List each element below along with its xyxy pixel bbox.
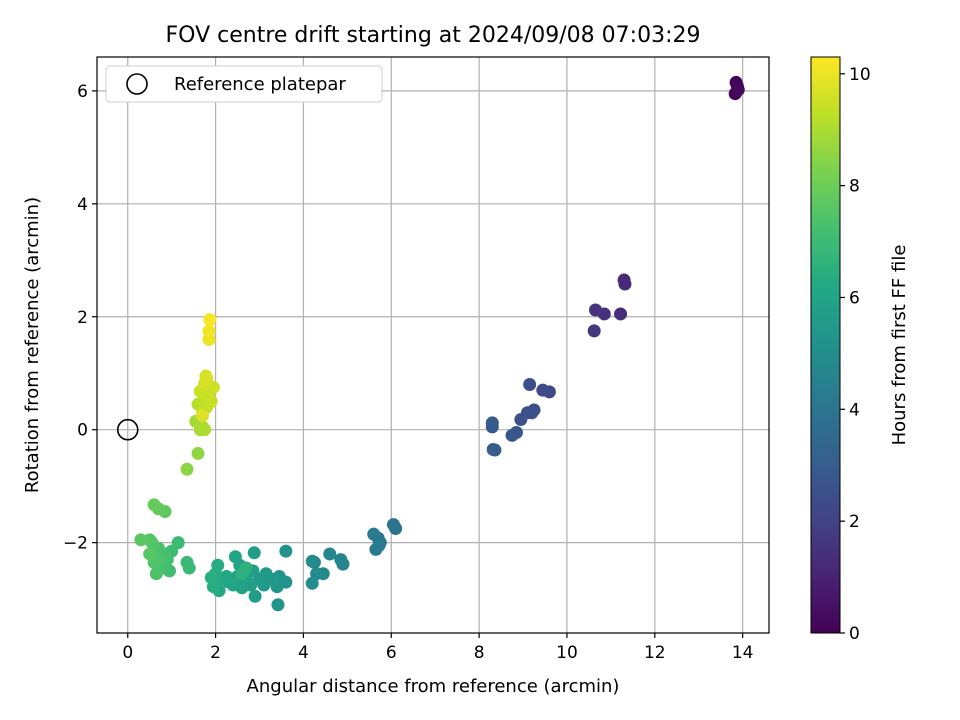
data-point bbox=[149, 567, 163, 581]
y-axis: −2 0 2 4 6 bbox=[63, 82, 97, 554]
data-point bbox=[195, 409, 209, 423]
data-point bbox=[147, 498, 161, 512]
data-point bbox=[386, 518, 400, 532]
data-point bbox=[202, 324, 216, 338]
data-point bbox=[536, 383, 550, 397]
data-point bbox=[239, 561, 253, 575]
data-point bbox=[180, 555, 194, 569]
data-point bbox=[334, 553, 348, 567]
colorbar-tick-label: 0 bbox=[849, 624, 860, 644]
legend: Reference platepar bbox=[105, 65, 383, 103]
x-tick-label: 4 bbox=[298, 643, 309, 663]
data-point bbox=[731, 83, 745, 97]
data-point bbox=[204, 571, 218, 585]
data-point bbox=[200, 372, 214, 386]
data-point bbox=[323, 547, 337, 561]
data-point bbox=[247, 546, 261, 560]
x-tick-label: 6 bbox=[386, 643, 397, 663]
data-point bbox=[367, 527, 381, 541]
x-tick-label: 8 bbox=[474, 643, 485, 663]
data-point bbox=[305, 554, 319, 568]
data-point bbox=[279, 544, 293, 558]
y-tick-label: −2 bbox=[63, 534, 88, 554]
colorbar-gradient bbox=[810, 56, 841, 634]
data-point bbox=[271, 598, 285, 612]
y-tick-label: 6 bbox=[77, 82, 88, 102]
grid bbox=[97, 57, 769, 633]
colorbar-label: Hours from first FF file bbox=[889, 245, 910, 446]
data-points bbox=[134, 75, 745, 612]
x-tick-label: 10 bbox=[556, 643, 578, 663]
x-tick-label: 14 bbox=[732, 643, 754, 663]
data-point bbox=[228, 550, 242, 564]
chart-title: FOV centre drift starting at 2024/09/08 … bbox=[166, 23, 701, 48]
data-point bbox=[134, 533, 148, 547]
data-point bbox=[305, 576, 319, 590]
colorbar-tick-label: 6 bbox=[849, 288, 860, 308]
data-point bbox=[587, 324, 601, 338]
y-tick-label: 0 bbox=[77, 421, 88, 441]
data-point bbox=[523, 378, 537, 392]
y-axis-label: Rotation from reference (arcmin) bbox=[22, 197, 43, 493]
legend-box bbox=[105, 65, 383, 103]
data-point bbox=[191, 446, 205, 460]
data-point bbox=[614, 307, 628, 321]
x-axis-label: Angular distance from reference (arcmin) bbox=[247, 676, 620, 697]
y-tick-label: 4 bbox=[77, 195, 88, 215]
x-axis: 0 2 4 6 8 10 12 14 bbox=[122, 633, 753, 663]
colorbar-ticks: 0 2 4 6 8 10 bbox=[840, 65, 871, 644]
legend-entry-label: Reference platepar bbox=[174, 74, 346, 95]
colorbar-tick-label: 10 bbox=[849, 65, 871, 85]
legend-open-circle-icon bbox=[126, 73, 148, 95]
colorbar-tick-label: 2 bbox=[849, 512, 860, 532]
colorbar-tick-label: 8 bbox=[849, 177, 860, 197]
data-point bbox=[203, 313, 217, 327]
colorbar-tick-label: 4 bbox=[849, 400, 860, 420]
data-point bbox=[204, 394, 218, 408]
data-point bbox=[485, 420, 499, 434]
data-point bbox=[589, 303, 603, 317]
plot-area-frame bbox=[96, 56, 770, 634]
data-point bbox=[180, 462, 194, 476]
y-tick-label: 2 bbox=[77, 308, 88, 328]
x-tick-label: 0 bbox=[122, 643, 133, 663]
data-point bbox=[618, 277, 632, 291]
x-tick-label: 12 bbox=[644, 643, 666, 663]
data-point bbox=[505, 428, 519, 442]
colorbar: 0 2 4 6 8 10 Hours from first FF file bbox=[810, 56, 910, 644]
reference-platepar-marker bbox=[116, 418, 139, 441]
data-point bbox=[248, 589, 262, 603]
data-point bbox=[488, 443, 502, 457]
data-point bbox=[143, 547, 157, 561]
data-point bbox=[198, 423, 212, 437]
data-point bbox=[372, 538, 386, 552]
x-tick-label: 2 bbox=[210, 643, 221, 663]
data-point bbox=[514, 413, 528, 427]
reference-marker-layer bbox=[116, 418, 139, 441]
